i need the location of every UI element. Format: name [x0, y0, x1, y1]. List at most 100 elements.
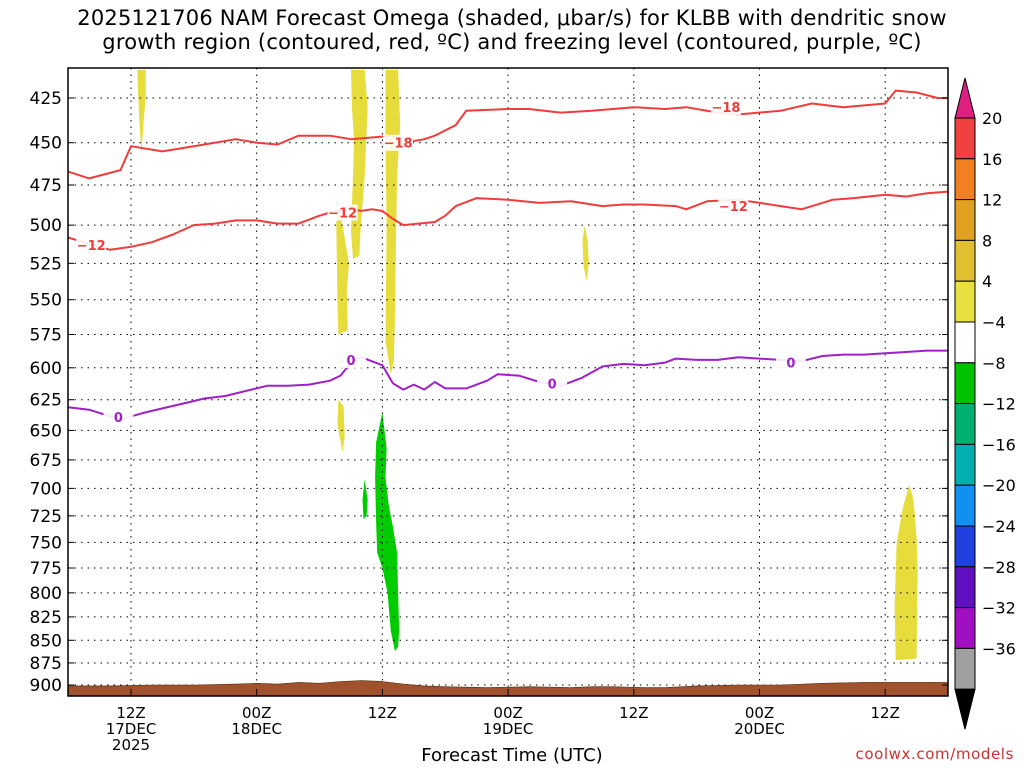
colorbar-swatch-12 — [954, 566, 976, 609]
y-tick-label: 500 — [30, 216, 62, 236]
x-tick-label: 12Z — [368, 704, 397, 722]
y-tick-label: 875 — [30, 654, 62, 674]
colorbar-label-2: 16 — [982, 150, 1002, 169]
colorbar-swatch-1 — [954, 117, 976, 160]
y-tick-label: 650 — [30, 421, 62, 441]
x-tick-label: 17DEC — [106, 720, 157, 738]
colorbar-label-11: −24 — [982, 517, 1016, 536]
colorbar-label-10: −20 — [982, 476, 1016, 495]
contour-label-bg — [327, 204, 358, 221]
contour-line-2 — [68, 190, 948, 251]
y-tick-label: 775 — [30, 559, 62, 579]
contour-label-bg — [335, 351, 366, 368]
contour-layer: −18 −18 −12 −12 −12 0 0 0 0 — [68, 89, 948, 426]
y-tick-label: 625 — [30, 391, 62, 411]
colorbar-top-arrow — [954, 77, 976, 119]
contour-label-bg — [103, 409, 134, 426]
contour-label-3-3: 0 — [548, 377, 557, 392]
omega-region-5 — [582, 225, 589, 281]
colorbar-label-8: −12 — [982, 395, 1016, 414]
y-tick-label: 575 — [30, 325, 62, 345]
colorbar-label-7: −8 — [982, 354, 1006, 373]
omega-region-2 — [351, 69, 368, 259]
terrain-layer — [68, 680, 948, 696]
omega-region-3 — [336, 201, 349, 335]
x-tick-label: 00Z — [493, 704, 522, 722]
x-tick-label: 20DEC — [734, 720, 785, 738]
contour-label-1-2: −18 — [711, 101, 740, 116]
colorbar-swatch-3 — [954, 199, 976, 241]
contour-label-3-4: 0 — [786, 357, 795, 372]
contour-label-3-1: 0 — [114, 411, 123, 426]
x-tick-label: 19DEC — [483, 720, 534, 738]
omega-region-7 — [894, 485, 918, 661]
y-tick-label: 600 — [30, 359, 62, 379]
contour-label-2-1: −12 — [77, 239, 106, 254]
omega-region-6 — [337, 399, 345, 452]
x-tick-label: 12Z — [116, 704, 145, 722]
colorbar-label-5: 4 — [982, 272, 992, 291]
x-tick-label: 18DEC — [231, 720, 282, 738]
omega-region-1 — [137, 69, 146, 154]
x-tick-label: 12Z — [619, 704, 648, 722]
colorbar-label-3: 12 — [982, 191, 1002, 210]
credit-text: coolwx.com/models — [855, 745, 1014, 763]
colorbar-label-4: 8 — [982, 231, 992, 250]
colorbar-label-1: 20 — [982, 109, 1002, 128]
contour-label-2-2: −12 — [328, 207, 357, 222]
y-tick-label: 425 — [30, 89, 62, 109]
contour-label-bg — [718, 198, 749, 215]
x-tick-label: 12Z — [871, 704, 900, 722]
colorbar: 20 16 12 8 4 −4 −8 −12 −16 −20 −24 −28 −32 −36 — [954, 77, 1016, 730]
contour-label-2-3: −12 — [719, 200, 748, 215]
y-tick-label: 850 — [30, 631, 62, 651]
omega-region-8 — [375, 412, 400, 652]
y-tick-label: 750 — [30, 533, 62, 553]
colorbar-swatch-14 — [954, 647, 976, 690]
colorbar-swatch-10 — [954, 484, 976, 527]
contour-label-bg — [537, 375, 568, 392]
contour-line-1 — [68, 89, 948, 180]
contour-label-bg — [383, 134, 414, 151]
colorbar-label-9: −16 — [982, 435, 1016, 454]
x-tick-label: 00Z — [242, 704, 271, 722]
y-tick-label: 725 — [30, 507, 62, 527]
terrain-ground — [68, 680, 948, 696]
colorbar-label-14: −36 — [982, 639, 1016, 658]
colorbar-bottom-arrow — [954, 688, 976, 730]
contour-label-bg — [710, 99, 741, 116]
y-tick-label: 700 — [30, 479, 62, 499]
colorbar-swatch-11 — [954, 525, 976, 568]
colorbar-swatch-6 — [954, 321, 976, 364]
chart-title-line-1: 2025121706 NAM Forecast Omega (shaded, μ… — [77, 6, 947, 30]
y-tick-label: 475 — [30, 176, 62, 196]
colorbar-swatch-13 — [954, 607, 976, 649]
x-tick-label: 2025 — [112, 736, 150, 754]
colorbar-swatch-2 — [954, 158, 976, 201]
chart-title-line-2: growth region (contoured, red, ºC) and f… — [102, 30, 922, 54]
chart-title: 2025121706 NAM Forecast Omega (shaded, μ… — [0, 6, 1024, 54]
colorbar-label-12: −28 — [982, 558, 1016, 577]
colorbar-swatch-7 — [954, 362, 976, 405]
contour-label-bg — [775, 354, 806, 371]
y-tick-label: 525 — [30, 254, 62, 274]
colorbar-swatch-8 — [954, 403, 976, 445]
y-tick-label: 675 — [30, 451, 62, 471]
y-tick-label: 900 — [30, 676, 62, 696]
colorbar-label-13: −32 — [982, 599, 1016, 618]
gridlines — [68, 68, 948, 696]
contour-label-1-1: −18 — [384, 137, 413, 152]
y-tick-label: 450 — [30, 134, 62, 154]
contour-label-bg — [76, 237, 107, 254]
colorbar-swatch-5 — [954, 280, 976, 323]
x-axis-title: Forecast Time (UTC) — [421, 745, 603, 766]
colorbar-swatch-9 — [954, 443, 976, 486]
y-axis: 425 450 475 500 525 550 575 600 625 650 675 700 725 7… — [30, 89, 948, 696]
colorbar-label-6: −4 — [982, 313, 1006, 332]
x-tick-label: 00Z — [745, 704, 774, 722]
y-tick-label: 800 — [30, 584, 62, 604]
colorbar-swatch-4 — [954, 239, 976, 282]
contour-label-3-2: 0 — [346, 354, 355, 369]
